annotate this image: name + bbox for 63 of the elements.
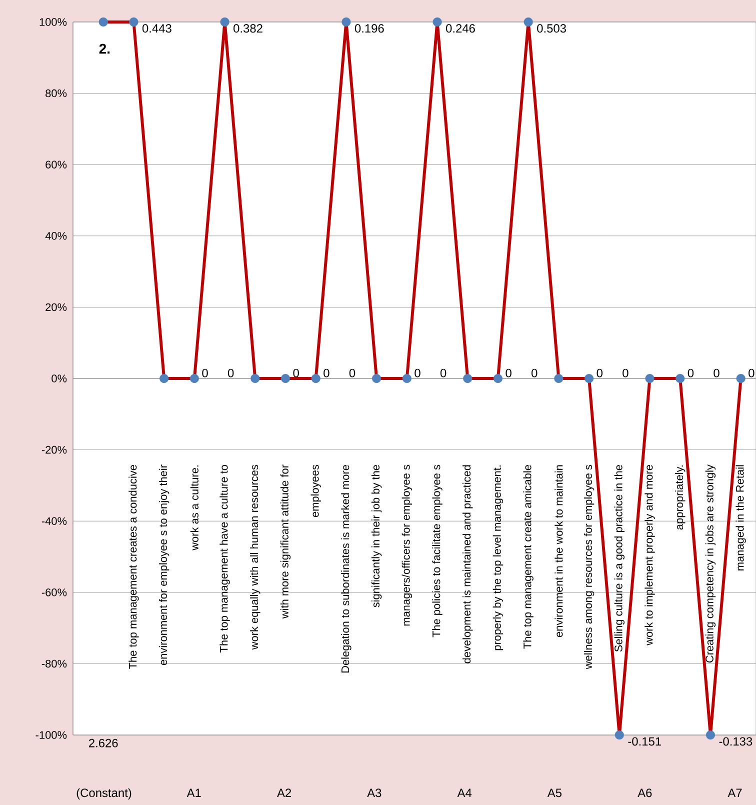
text: A2 <box>276 788 291 797</box>
x-tick-label: significantly in their job by the <box>371 464 382 608</box>
x-tick-label: properly by the top level management. <box>492 466 503 650</box>
y-tick-label: -20% <box>42 446 67 454</box>
x-tick-label: employees <box>310 464 321 517</box>
x-tick-label: work equally with all human resources <box>250 464 260 650</box>
annotation: 0 <box>622 368 628 378</box>
y-tick-label: 60% <box>46 160 67 168</box>
x-tick-label: appropriately. <box>674 465 686 530</box>
annotation: 0 <box>414 368 420 378</box>
y-tick-label: 20% <box>46 303 67 312</box>
annotation: 0 <box>748 368 754 378</box>
x-tick-label: work as a culture. <box>190 465 198 550</box>
text: (Constant) <box>76 788 132 800</box>
annotation: 0 <box>714 368 720 378</box>
annotation: 2. <box>99 44 110 54</box>
text: A3 <box>367 788 382 798</box>
text: A5 <box>547 788 562 798</box>
x-tick-label: managed in the Retail <box>736 465 746 570</box>
x-tick-label: Delegation to subordinates is marked more <box>341 464 352 673</box>
annotation: 0.503 <box>536 24 566 33</box>
annotation: 0 <box>596 368 602 378</box>
x-tick-label: The top management create amicable <box>523 464 534 649</box>
y-tick-label: 100% <box>40 18 67 26</box>
y-tick-label: -40% <box>42 517 67 525</box>
annotation: 0.382 <box>233 24 262 33</box>
text: A7 <box>728 788 742 797</box>
x-tick-label: wellness among resources for employee s <box>584 464 594 670</box>
annotation: 0 <box>228 368 234 378</box>
y-tick-label: 40% <box>45 232 67 240</box>
y-tick-label: -60% <box>42 588 67 596</box>
annotation: -0.151 <box>628 737 661 746</box>
x-tick-label: The top management have a culture to <box>220 464 230 652</box>
annotation: 0.443 <box>142 24 172 33</box>
x-tick-label: The top management creates a conducive <box>128 464 139 669</box>
text: A4 <box>457 788 472 797</box>
annotation: 0 <box>349 368 356 378</box>
text: A1 <box>186 788 201 797</box>
x-tick-label: with more significant attitude for <box>280 464 290 619</box>
annotation: 0 <box>293 368 299 378</box>
x-tick-label: work to implement properly and more <box>644 464 655 646</box>
annotation: 0 <box>531 368 538 378</box>
annotation: 0 <box>202 368 208 378</box>
x-tick-label: Selling culture is a good practice in the <box>614 465 624 652</box>
y-tick-label: 80% <box>45 89 67 98</box>
x-tick-label: development is maintained and practiced <box>462 465 473 664</box>
x-tick-label: environment in the work to maintain <box>554 465 563 637</box>
annotation: 0 <box>688 368 694 378</box>
y-tick-label: -100% <box>36 731 67 739</box>
annotation: 0.246 <box>446 24 475 33</box>
y-tick-label: 0% <box>52 374 67 382</box>
y-tick-label: -80% <box>42 660 67 668</box>
annotation: 0 <box>440 368 446 378</box>
text: A6 <box>638 788 652 798</box>
annotation: 0.196 <box>354 24 384 33</box>
annotation: 0 <box>323 368 330 378</box>
annotation: 0 <box>506 368 512 378</box>
annotation: -0.133 <box>719 737 752 746</box>
text: 2.626 <box>88 738 118 748</box>
x-tick-label: Creating competency in jobs are strongly <box>705 464 716 662</box>
x-tick-label: managers/officers for employee s <box>402 464 412 626</box>
x-tick-label: environment for employee s to enjoy their <box>158 464 170 666</box>
x-tick-label: The policies to facilitate employee s <box>432 464 442 638</box>
